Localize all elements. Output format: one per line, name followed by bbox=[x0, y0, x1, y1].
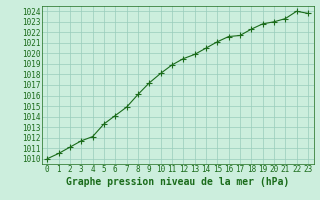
X-axis label: Graphe pression niveau de la mer (hPa): Graphe pression niveau de la mer (hPa) bbox=[66, 177, 289, 187]
